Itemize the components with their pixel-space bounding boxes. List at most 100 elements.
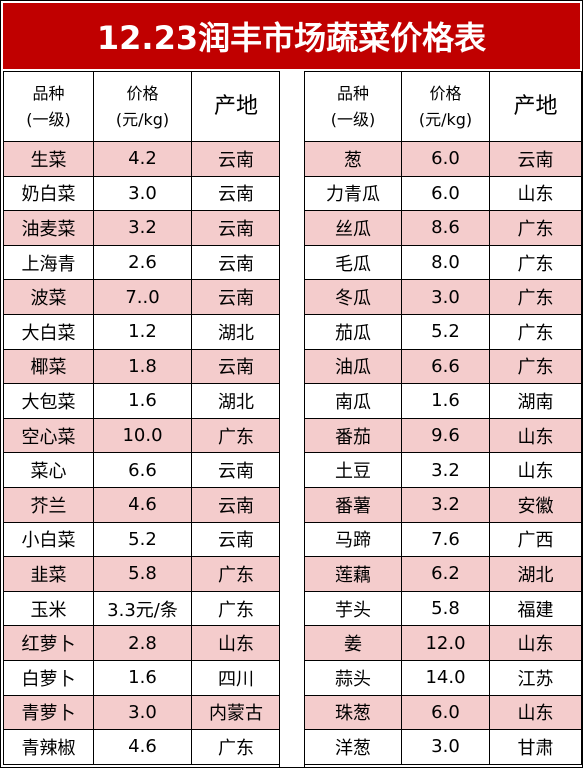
origin-cell: 广东 [489,348,582,385]
origin-cell: 广东 [489,244,582,281]
table-row: 毛瓜 8.0 广东 [304,244,582,281]
origin-cell: 云南 [191,141,281,177]
price-cell: 8.6 [401,210,490,246]
table-row: 小白菜 5.2 云南 [3,521,281,558]
vegetable-name-cell: 油瓜 [304,348,402,385]
vegetable-name-cell: 土豆 [304,452,402,488]
vegetable-name-cell: 青辣椒 [3,729,94,765]
header-name: 品种 (一级) [3,71,94,142]
header-name-line2: (一级) [330,109,376,129]
price-cell: 1.2 [93,313,192,350]
origin-cell: 山东 [489,175,582,212]
origin-cell: 广东 [489,279,582,315]
price-cell: 10.0 [93,417,192,454]
vegetable-name-cell: 油麦菜 [3,210,94,246]
origin-cell: 云南 [191,452,281,488]
origin-cell: 广东 [191,590,281,627]
origin-cell: 山东 [489,694,582,731]
price-cell: 3.0 [401,279,490,315]
origin-cell: 云南 [489,141,582,177]
origin-cell: 山东 [489,452,582,488]
price-cell: 5.8 [401,590,490,627]
origin-cell: 湖北 [191,383,281,419]
vegetable-name-cell: 生菜 [3,141,94,177]
vegetable-name-cell: 大白菜 [3,313,94,350]
origin-cell: 云南 [191,486,281,523]
sheet-title: 12.23润丰市场蔬菜价格表 [3,3,580,69]
price-cell: 9.6 [401,417,490,454]
vegetable-name-cell: 莲藕 [304,556,402,592]
origin-cell: 湖北 [191,313,281,350]
table-row: 南瓜 1.6 湖南 [304,383,582,419]
price-cell: 6.0 [401,141,490,177]
price-cell: 6.0 [401,175,490,212]
header-price: 价格 (元/kg) [93,71,192,142]
origin-cell: 广东 [191,417,281,454]
table-row: 青辣椒 4.6 广东 [3,729,281,765]
table-row: 番茄 9.6 山东 [304,417,582,454]
price-cell: 3.3元/条 [93,590,192,627]
vegetable-name-cell: 小白菜 [3,521,94,558]
price-cell: 3.0 [401,729,490,765]
origin-cell: 云南 [191,244,281,281]
price-cell: 14.0 [401,659,490,696]
origin-cell: 云南 [191,348,281,385]
header-price-line1: 价格 [429,83,462,103]
price-cell: 4.6 [93,729,192,765]
vegetable-name-cell: 波菜 [3,279,94,315]
table-row: 韭菜 5.8 广东 [3,556,281,592]
table-row: 油麦菜 3.2 云南 [3,210,281,246]
header-price: 价格 (元/kg) [401,71,490,142]
vegetable-name-cell: 奶白菜 [3,175,94,212]
price-cell: 4.6 [93,486,192,523]
header-name-line2: (一级) [26,109,71,129]
price-cell: 6.6 [401,348,490,385]
origin-cell: 福建 [489,590,582,627]
right-price-table: 品种 (一级) 价格 (元/kg) 产地 葱 6.0 云南 力青瓜 6.0 山东 丝瓜 8.6… [304,71,582,765]
vegetable-name-cell: 蒜头 [304,659,402,696]
price-cell: 1.6 [93,659,192,696]
vegetable-name-cell: 红萝卜 [3,625,94,661]
price-cell: 6.6 [93,452,192,488]
left-price-table: 品种 (一级) 价格 (元/kg) 产地 生菜 4.2 云南 奶白菜 3.0 云南 油麦菜 3… [3,71,281,765]
origin-cell: 广东 [489,313,582,350]
price-cell: 3.0 [93,175,192,212]
vegetable-name-cell: 芋头 [304,590,402,627]
table-row: 波菜 7..0 云南 [3,279,281,315]
right-table-body: 品种 (一级) 价格 (元/kg) 产地 葱 6.0 云南 力青瓜 6.0 山东 丝瓜 8.6… [304,71,582,765]
origin-cell: 云南 [191,175,281,212]
price-cell: 3.2 [401,486,490,523]
header-price-line1: 价格 [126,83,159,103]
origin-cell: 山东 [489,625,582,661]
table-row: 青萝卜 3.0 内蒙古 [3,694,281,731]
origin-cell: 云南 [191,210,281,246]
table-row: 大包菜 1.6 湖北 [3,383,281,419]
vegetable-name-cell: 茄瓜 [304,313,402,350]
vegetable-name-cell: 洋葱 [304,729,402,765]
price-cell: 3.2 [401,452,490,488]
vegetable-name-cell: 珠葱 [304,694,402,731]
origin-cell: 山东 [489,417,582,454]
price-cell: 1.6 [401,383,490,419]
table-row: 丝瓜 8.6 广东 [304,210,582,246]
origin-cell: 湖北 [489,556,582,592]
price-cell: 3.0 [93,694,192,731]
table-row: 菜心 6.6 云南 [3,452,281,488]
table-row: 椰菜 1.8 云南 [3,348,281,385]
vegetable-name-cell: 番茄 [304,417,402,454]
price-cell: 5.2 [93,521,192,558]
origin-cell: 广东 [191,556,281,592]
table-row: 番薯 3.2 安徽 [304,486,582,523]
table-row: 油瓜 6.6 广东 [304,348,582,385]
table-row: 莲藕 6.2 湖北 [304,556,582,592]
table-row: 白萝卜 1.6 四川 [3,659,281,696]
price-cell: 7..0 [93,279,192,315]
header-name: 品种 (一级) [304,71,402,142]
vegetable-name-cell: 大包菜 [3,383,94,419]
vegetable-name-cell: 南瓜 [304,383,402,419]
price-cell: 5.2 [401,313,490,350]
price-cell: 1.6 [93,383,192,419]
origin-cell: 广东 [489,210,582,246]
table-row: 珠葱 6.0 山东 [304,694,582,731]
